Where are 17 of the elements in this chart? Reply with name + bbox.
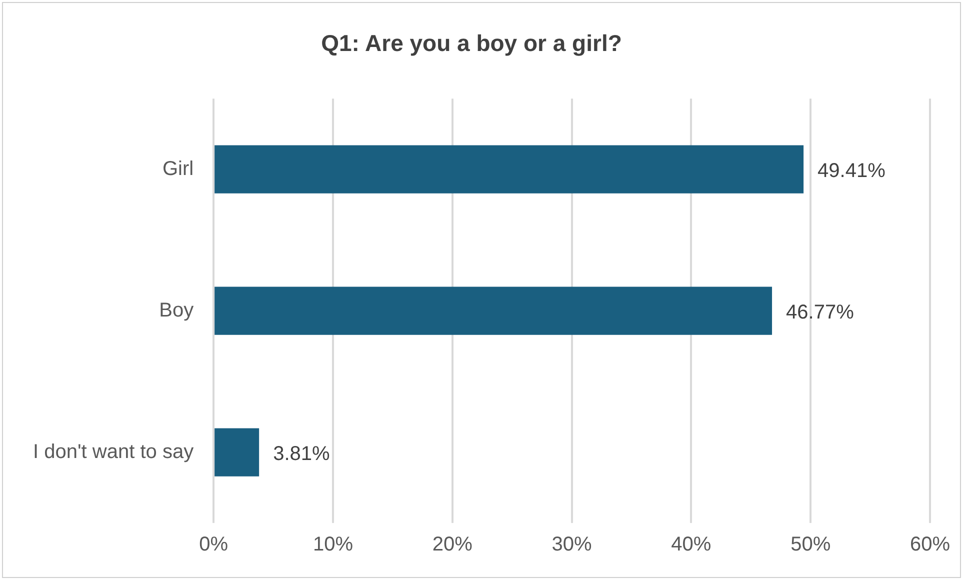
x-tick-label: 30% (552, 534, 592, 556)
x-tick-label: 0% (199, 534, 228, 556)
bar (214, 428, 260, 476)
x-tick-label: 20% (432, 534, 473, 556)
data-label: 46.77% (786, 301, 854, 324)
x-tick-label: 40% (671, 534, 712, 556)
bar (214, 286, 772, 335)
y-tick-label: I don't want to say (33, 440, 194, 463)
chart-title: Q1: Are you a boy or a girl? (321, 30, 622, 56)
x-tick-label: 50% (790, 534, 831, 556)
data-label: 3.81% (273, 442, 330, 465)
y-tick-label: Boy (159, 299, 194, 322)
bar (214, 145, 804, 194)
x-tick-label: 10% (312, 534, 354, 556)
data-label: 49.41% (818, 160, 886, 182)
y-tick-label: Girl (162, 158, 194, 180)
x-tick-label: 60% (910, 534, 950, 556)
